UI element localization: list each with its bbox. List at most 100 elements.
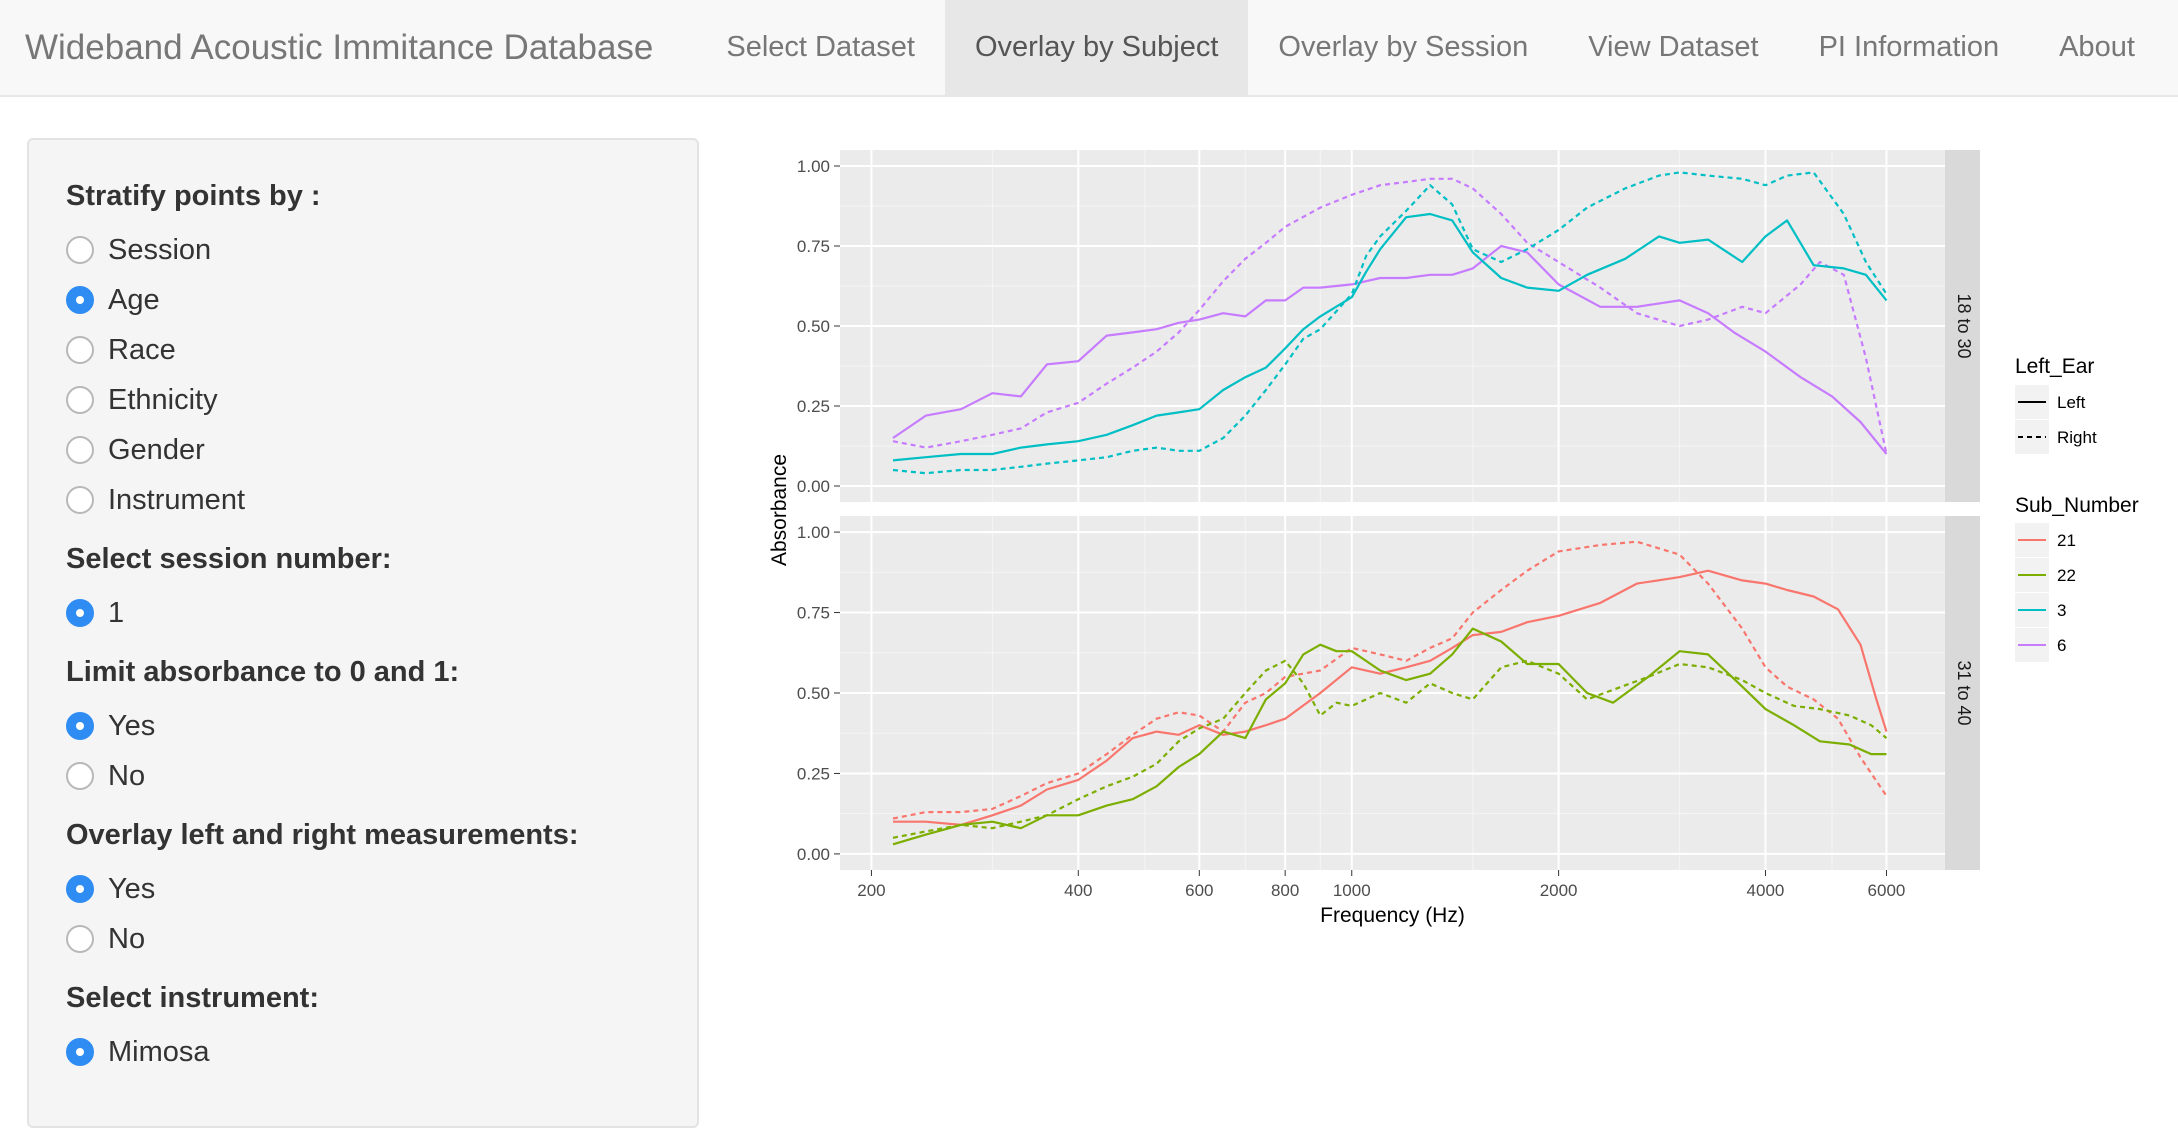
y-tick-label: 0.25	[797, 397, 830, 416]
radio-stratify-session[interactable]: Session	[66, 225, 660, 275]
x-tick-label: 6000	[1868, 881, 1906, 900]
x-tick-label: 2000	[1540, 881, 1578, 900]
radio-indicator[interactable]	[66, 762, 94, 790]
radio-label: Mimosa	[108, 1035, 210, 1068]
facet-panel-1: 0.00 0.25 0.50 0.75 1.00 18 to 30	[797, 150, 1980, 502]
radio-overlay-yes[interactable]: Yes	[66, 864, 660, 914]
series-line-sub3-left	[892, 212, 1888, 462]
facet-panel-2: 0.00 0.25 0.50 0.75 1.00 31 to 40	[797, 516, 1980, 870]
radio-indicator[interactable]	[66, 925, 94, 953]
radio-session-1[interactable]: 1	[66, 588, 660, 638]
radio-indicator[interactable]	[66, 486, 94, 514]
tab-view-dataset[interactable]: View Dataset	[1588, 31, 1759, 63]
x-tick-label: 400	[1064, 881, 1092, 900]
radio-label: No	[108, 759, 146, 792]
radio-limit-yes[interactable]: Yes	[66, 701, 660, 751]
radio-indicator[interactable]	[66, 712, 94, 740]
radio-label: Gender	[108, 433, 205, 466]
limit-group: Limit absorbance to 0 and 1: Yes No	[66, 656, 660, 801]
y-tick-label: 1.00	[797, 157, 830, 176]
radio-label: Ethnicity	[108, 383, 218, 416]
legend-subject: Sub_Number 21 22 3 6	[2015, 494, 2139, 662]
tab-overlay-by-subject[interactable]: Overlay by Subject	[945, 0, 1249, 95]
series-line-sub3-right	[892, 171, 1888, 475]
y-tick-label: 0.25	[797, 764, 830, 783]
radio-stratify-ethnicity[interactable]: Ethnicity	[66, 375, 660, 425]
legend-label: Left	[2057, 393, 2086, 412]
radio-label: Yes	[108, 709, 156, 742]
radio-stratify-gender[interactable]: Gender	[66, 425, 660, 475]
x-axis-title: Frequency (Hz)	[1320, 904, 1465, 927]
y-tick-label: 0.50	[797, 317, 830, 336]
y-axis-title: Absorbance	[768, 454, 791, 566]
radio-indicator[interactable]	[66, 386, 94, 414]
radio-stratify-race[interactable]: Race	[66, 325, 660, 375]
y-tick-label: 0.00	[797, 845, 830, 864]
radio-indicator[interactable]	[66, 599, 94, 627]
radio-label: 1	[108, 596, 125, 629]
tab-pi-information[interactable]: PI Information	[1818, 31, 2000, 63]
facet-strip-label: 31 to 40	[1954, 660, 1974, 725]
x-tick-label: 4000	[1747, 881, 1785, 900]
x-tick-label: 800	[1271, 881, 1299, 900]
radio-label: Session	[108, 233, 212, 266]
radio-label: Race	[108, 333, 176, 366]
overlay-group: Overlay left and right measurements: Yes…	[66, 819, 660, 964]
session-label: Select session number:	[66, 543, 392, 575]
x-tick-label: 200	[857, 881, 885, 900]
legend-left-ear: Left_Ear Left Right	[2015, 355, 2097, 454]
session-group: Select session number: 1	[66, 543, 660, 638]
legend-title: Sub_Number	[2015, 494, 2139, 517]
radio-stratify-age[interactable]: Age	[66, 275, 660, 325]
series-line-sub22-left	[892, 627, 1887, 846]
radio-indicator[interactable]	[66, 236, 94, 264]
instrument-group: Select instrument: Mimosa	[66, 982, 660, 1077]
radio-stratify-instrument[interactable]: Instrument	[66, 475, 660, 525]
radio-indicator[interactable]	[66, 436, 94, 464]
legend-label: 6	[2057, 636, 2066, 655]
facet-strip-label: 18 to 30	[1954, 293, 1974, 358]
legend-label: 3	[2057, 601, 2066, 620]
x-tick-label: 1000	[1333, 881, 1371, 900]
series-line-sub21-left	[893, 569, 1888, 827]
series-line-sub6-left	[892, 244, 1888, 455]
radio-indicator[interactable]	[66, 1038, 94, 1066]
radio-instrument-mimosa[interactable]: Mimosa	[66, 1027, 660, 1077]
radio-indicator[interactable]	[66, 875, 94, 903]
y-tick-label: 0.50	[797, 684, 830, 703]
legend-title: Left_Ear	[2015, 355, 2094, 378]
legend-label: Right	[2057, 428, 2097, 447]
series-line-sub21-right	[892, 540, 1888, 820]
series-line-sub6-right	[892, 177, 1888, 455]
legend-label: 21	[2057, 531, 2076, 550]
facet-strip	[1945, 150, 1980, 502]
series-line-sub22-right	[892, 659, 1888, 839]
y-tick-label: 1.00	[797, 523, 830, 542]
absorbance-plot: 0.00 0.25 0.50 0.75 1.00 18 to 30 0.00 0.25 0.50…	[768, 150, 2139, 927]
tab-about[interactable]: About	[2059, 31, 2135, 63]
facet-strip	[1945, 516, 1980, 870]
radio-indicator[interactable]	[66, 286, 94, 314]
overlay-label: Overlay left and right measurements:	[66, 819, 579, 851]
y-tick-label: 0.75	[797, 604, 830, 623]
radio-label: Instrument	[108, 483, 245, 516]
limit-label: Limit absorbance to 0 and 1:	[66, 656, 460, 688]
radio-label: Age	[108, 283, 160, 316]
tab-overlay-by-session[interactable]: Overlay by Session	[1278, 31, 1529, 63]
radio-limit-no[interactable]: No	[66, 751, 660, 801]
radio-label: Yes	[108, 872, 156, 905]
top-navbar: Wideband Acoustic Immitance Database Sel…	[0, 0, 2178, 97]
instrument-label: Select instrument:	[66, 982, 319, 1014]
stratify-label: Stratify points by :	[66, 180, 321, 212]
y-tick-label: 0.00	[797, 477, 830, 496]
app-brand[interactable]: Wideband Acoustic Immitance Database	[25, 27, 654, 67]
y-tick-label: 0.75	[797, 237, 830, 256]
stratify-group: Stratify points by : Session Age Race Et…	[66, 180, 660, 525]
radio-indicator[interactable]	[66, 336, 94, 364]
x-tick-label: 600	[1185, 881, 1213, 900]
control-sidebar: Stratify points by : Session Age Race Et…	[27, 138, 699, 1128]
legend-label: 22	[2057, 566, 2076, 585]
radio-overlay-no[interactable]: No	[66, 914, 660, 964]
tab-select-dataset[interactable]: Select Dataset	[726, 31, 915, 63]
radio-label: No	[108, 922, 146, 955]
